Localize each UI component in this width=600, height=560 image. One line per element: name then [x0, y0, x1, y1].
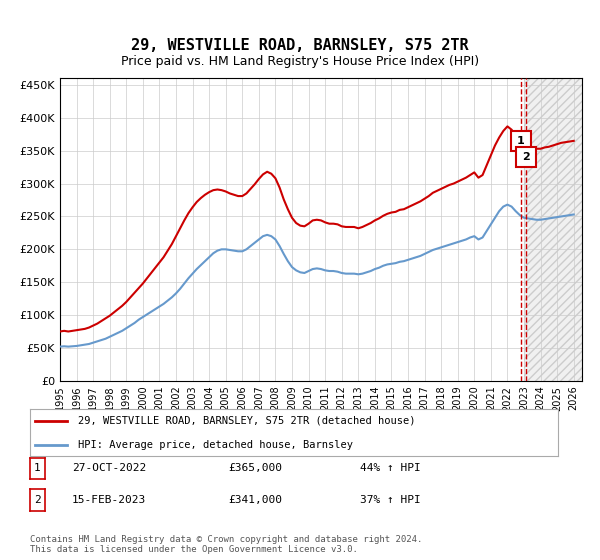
- Text: HPI: Average price, detached house, Barnsley: HPI: Average price, detached house, Barn…: [77, 440, 353, 450]
- Text: 1: 1: [34, 463, 41, 473]
- Text: 44% ↑ HPI: 44% ↑ HPI: [360, 463, 421, 473]
- Text: Contains HM Land Registry data © Crown copyright and database right 2024.
This d: Contains HM Land Registry data © Crown c…: [30, 535, 422, 554]
- Text: 2: 2: [34, 495, 41, 505]
- Text: £341,000: £341,000: [228, 495, 282, 505]
- Text: 29, WESTVILLE ROAD, BARNSLEY, S75 2TR (detached house): 29, WESTVILLE ROAD, BARNSLEY, S75 2TR (d…: [77, 416, 415, 426]
- Text: 2: 2: [522, 152, 530, 162]
- Text: 27-OCT-2022: 27-OCT-2022: [72, 463, 146, 473]
- Text: 1: 1: [517, 136, 525, 146]
- Text: 15-FEB-2023: 15-FEB-2023: [72, 495, 146, 505]
- Text: 29, WESTVILLE ROAD, BARNSLEY, S75 2TR: 29, WESTVILLE ROAD, BARNSLEY, S75 2TR: [131, 38, 469, 53]
- Bar: [524, 78, 582, 381]
- Text: 37% ↑ HPI: 37% ↑ HPI: [360, 495, 421, 505]
- Text: Price paid vs. HM Land Registry's House Price Index (HPI): Price paid vs. HM Land Registry's House …: [121, 55, 479, 68]
- Bar: [524, 78, 582, 381]
- Text: £365,000: £365,000: [228, 463, 282, 473]
